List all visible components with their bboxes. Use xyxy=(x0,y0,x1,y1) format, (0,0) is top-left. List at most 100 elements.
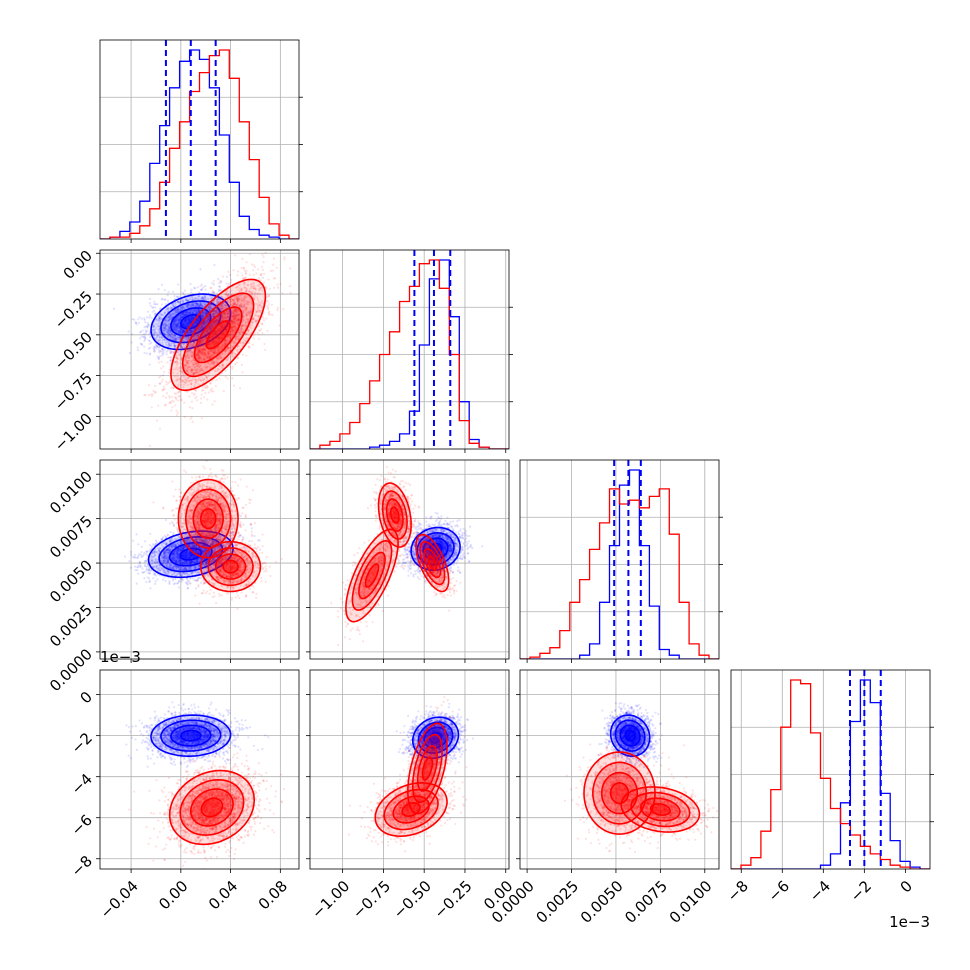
scatter-point xyxy=(175,322,178,325)
scatter-point xyxy=(222,307,225,311)
scatter-point xyxy=(161,336,164,339)
scatter-point xyxy=(242,267,245,270)
scatter-point xyxy=(194,397,197,400)
scatter-point xyxy=(182,323,186,326)
scatter-point xyxy=(169,335,172,339)
scatter-point xyxy=(165,327,168,331)
scatter-point xyxy=(176,308,180,312)
scatter-point xyxy=(189,317,193,320)
scatter-point xyxy=(152,347,155,350)
scatter-point xyxy=(203,321,206,325)
scatter-point xyxy=(189,345,192,348)
scatter-point xyxy=(216,328,219,331)
scatter-point xyxy=(164,298,167,301)
scatter-point xyxy=(178,326,182,329)
scatter-point xyxy=(166,328,170,331)
scatter-point xyxy=(202,324,205,327)
scatter-point xyxy=(200,325,204,329)
scatter-point xyxy=(206,331,210,334)
scatter-point xyxy=(188,349,191,352)
scatter-point xyxy=(178,326,181,329)
scatter-point xyxy=(235,313,238,316)
scatter-point xyxy=(219,289,222,292)
scatter-point xyxy=(183,314,186,317)
scatter-point xyxy=(183,320,187,323)
scatter-point xyxy=(240,305,243,309)
scatter-point xyxy=(207,308,210,311)
scatter-point xyxy=(112,307,116,310)
scatter-point xyxy=(203,285,207,288)
scatter-point xyxy=(165,343,168,347)
scatter-point xyxy=(189,331,192,334)
scatter-point xyxy=(198,327,201,330)
scatter-point xyxy=(212,299,216,303)
scatter-point xyxy=(201,340,204,343)
scatter-point xyxy=(176,328,179,331)
scatter-point xyxy=(242,315,245,318)
scatter-point xyxy=(190,318,193,321)
scatter-point xyxy=(134,321,137,324)
scatter-point xyxy=(175,326,179,329)
scatter-point xyxy=(157,357,160,360)
scatter-point xyxy=(175,325,178,328)
scatter-point xyxy=(215,319,218,322)
scatter-point xyxy=(178,330,182,333)
scatter-point xyxy=(202,312,205,315)
scatter-point xyxy=(231,377,234,380)
scatter-point xyxy=(153,333,156,336)
scatter-point xyxy=(149,335,152,339)
scatter-point xyxy=(186,324,190,327)
scatter-point xyxy=(139,330,142,333)
scatter-point xyxy=(184,321,187,324)
scatter-point xyxy=(201,314,204,317)
scatter-point xyxy=(183,329,186,332)
scatter-point xyxy=(169,315,172,318)
scatter-point xyxy=(191,298,194,301)
scatter-point xyxy=(185,324,188,328)
scatter-point xyxy=(213,332,216,335)
scatter-point xyxy=(185,311,188,314)
scatter-point xyxy=(230,278,233,281)
scatter-point xyxy=(204,288,207,291)
scatter-point xyxy=(217,298,221,301)
scatter-point xyxy=(186,322,189,325)
scatter-point xyxy=(191,324,194,327)
scatter-point xyxy=(202,323,205,326)
scatter-point xyxy=(214,330,217,333)
scatter-point xyxy=(179,344,183,347)
scatter-point xyxy=(183,289,187,292)
scatter-point xyxy=(179,314,182,317)
scatter-point xyxy=(207,306,211,309)
scatter-point xyxy=(218,337,221,340)
scatter-point xyxy=(181,329,185,332)
scatter-point xyxy=(251,343,254,346)
scatter-point xyxy=(131,318,134,321)
scatter-point xyxy=(153,303,156,306)
scatter-point xyxy=(174,319,178,322)
scatter-point xyxy=(168,396,171,399)
scatter-point xyxy=(154,391,157,394)
scatter-point xyxy=(170,351,173,354)
scatter-point xyxy=(196,297,199,301)
scatter-point xyxy=(177,322,180,325)
scatter-point xyxy=(190,320,193,323)
scatter-point xyxy=(160,335,163,338)
scatter-point xyxy=(190,400,193,403)
scatter-point xyxy=(162,323,165,327)
scatter-point xyxy=(167,319,171,322)
scatter-point xyxy=(143,345,146,348)
scatter-point xyxy=(215,342,218,345)
scatter-point xyxy=(195,302,199,305)
scatter-point xyxy=(201,324,204,328)
scatter-point xyxy=(167,342,171,345)
scatter-point xyxy=(225,282,228,285)
scatter-point xyxy=(177,331,181,334)
scatter-point xyxy=(160,380,163,383)
scatter-point xyxy=(196,321,199,325)
scatter-point xyxy=(164,324,167,327)
scatter-point xyxy=(202,301,205,304)
scatter-point xyxy=(168,368,171,372)
scatter-point xyxy=(175,319,178,322)
scatter-point xyxy=(143,338,147,341)
scatter-point xyxy=(154,303,157,306)
